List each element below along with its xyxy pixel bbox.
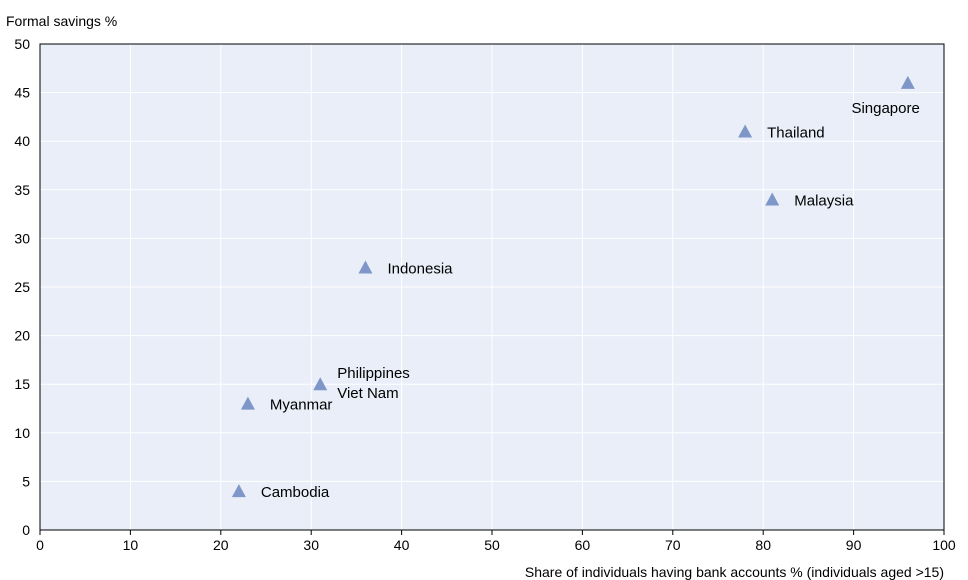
data-point-marker <box>738 124 753 138</box>
x-tick-label: 100 <box>932 537 956 553</box>
data-point-label: Thailand <box>767 124 825 141</box>
data-points: Singapore Thailand Malaysia Indonesia Philip… <box>231 75 920 501</box>
data-point-marker <box>240 396 255 410</box>
y-axis-title: Formal savings % <box>6 13 117 29</box>
data-point-marker <box>900 75 915 89</box>
y-tick-label: 15 <box>14 376 30 392</box>
y-tick-label: 5 <box>22 473 30 489</box>
x-tick-label: 0 <box>36 537 44 553</box>
y-tick-label: 50 <box>14 36 30 52</box>
x-tick-label: 20 <box>213 537 229 553</box>
plot-frame <box>39 43 945 531</box>
x-axis-ticks: 0 10 20 30 40 50 60 70 80 90 100 <box>36 530 956 553</box>
data-point-label: Indonesia <box>387 261 453 278</box>
x-tick-label: 30 <box>303 537 319 553</box>
data-point-label: Cambodia <box>261 484 330 501</box>
y-tick-label: 20 <box>14 328 30 344</box>
y-tick-label: 10 <box>14 425 30 441</box>
data-point-marker <box>313 377 328 391</box>
y-tick-label: 45 <box>14 85 30 101</box>
data-point-label: Malaysia <box>794 193 854 210</box>
y-tick-label: 25 <box>14 279 30 295</box>
x-tick-label: 60 <box>575 537 591 553</box>
data-point-label: Philippines <box>337 365 410 382</box>
data-point-label: Viet Nam <box>337 385 398 402</box>
data-point-label: Singapore <box>851 100 919 117</box>
gridlines <box>40 44 944 530</box>
data-point-label: Myanmar <box>270 397 333 414</box>
x-axis-title: Share of individuals having bank account… <box>525 564 944 580</box>
data-point-marker <box>358 260 373 274</box>
x-tick-label: 40 <box>394 537 410 553</box>
data-point-marker <box>231 484 246 498</box>
y-tick-label: 40 <box>14 133 30 149</box>
y-tick-label: 30 <box>14 230 30 246</box>
data-point-marker <box>765 192 780 206</box>
x-tick-label: 90 <box>846 537 862 553</box>
y-tick-label: 35 <box>14 182 30 198</box>
x-tick-label: 70 <box>665 537 681 553</box>
x-tick-label: 10 <box>123 537 139 553</box>
y-tick-label: 0 <box>22 522 30 538</box>
x-tick-label: 80 <box>755 537 771 553</box>
y-axis-ticks: 0 5 10 15 20 25 30 35 40 45 50 <box>14 36 30 538</box>
x-tick-label: 50 <box>484 537 500 553</box>
